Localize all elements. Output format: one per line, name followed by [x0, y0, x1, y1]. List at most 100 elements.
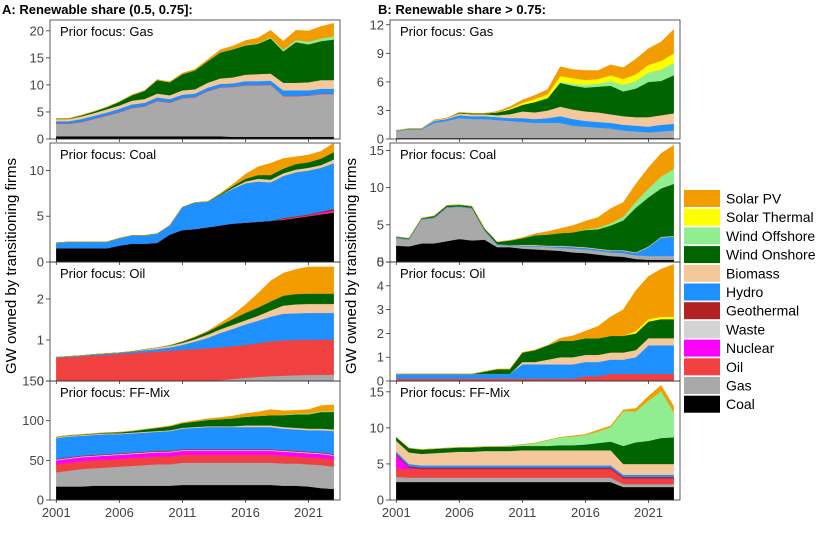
xtick-label-A-ffmix-4: 2021 [294, 505, 323, 520]
ytick-label-B-gas-3: 9 [377, 46, 384, 61]
legend-label-waste: Waste [726, 321, 765, 337]
legend-label-gas: Gas [726, 378, 752, 394]
ytick-label-B-oil-3: 3 [377, 302, 384, 317]
ytick-label-A-gas-3: 15 [30, 50, 44, 65]
legend-label-oil: Oil [726, 359, 743, 375]
panel-title-A-gas: Prior focus: Gas [60, 24, 154, 39]
column-title-b: B: Renewable share > 0.75: [378, 2, 546, 17]
ytick-label-B-oil-4: 4 [377, 278, 384, 293]
xtick-label-A-ffmix-0: 2001 [42, 505, 71, 520]
panel-A-ffmix: 0 50 100 150 2001 2006 2011 2016 2021 Prior focus… [22, 374, 341, 520]
xtick-label-A-ffmix-1: 2006 [105, 505, 134, 520]
area-B-ffmix-solar-pv [396, 385, 674, 450]
area-B-oil-solar-pv [396, 264, 674, 375]
legend-label-hydro: Hydro [726, 284, 764, 300]
xtick-label-A-ffmix-2: 2011 [168, 505, 196, 520]
ytick-label-B-oil-0: 0 [377, 374, 384, 389]
area-B-coal-solar-pv [396, 144, 674, 243]
legend-label-geothermal: Geothermal [726, 303, 799, 319]
ytick-label-A-coal-1: 5 [37, 209, 44, 224]
ytick-label-B-gas-0: 0 [377, 132, 384, 147]
area-A-ffmix-coal [56, 484, 334, 501]
area-A-coal-solar-pv [56, 142, 334, 243]
ytick-label-A-gas-4: 20 [30, 23, 44, 38]
ytick-label-A-ffmix-0: 0 [37, 493, 44, 508]
legend-label-coal: Coal [726, 396, 755, 412]
legend-label-wind-offshore: Wind Offshore [726, 228, 815, 244]
panel-A-oil: 0 1 2 Prior focus: Oil [37, 261, 341, 389]
ytick-label-A-coal-2: 10 [30, 163, 44, 178]
panel-title-A-coal: Prior focus: Coal [60, 147, 156, 162]
panel-B-gas: 0 3 6 9 12 Prior focus: Gas [370, 17, 681, 147]
ytick-label-B-coal-3: 15 [370, 143, 384, 158]
legend-swatch-wind-onshore [684, 246, 720, 264]
ytick-label-A-ffmix-1: 50 [30, 453, 44, 468]
ytick-label-A-oil-1: 1 [37, 332, 44, 347]
ytick-label-B-coal-0: 0 [377, 255, 384, 270]
legend-swatch-geothermal [684, 302, 720, 320]
xtick-label-B-ffmix-2: 2011 [508, 505, 536, 520]
ytick-label-B-oil-2: 2 [377, 326, 384, 341]
legend-label-wind-onshore: Wind Onshore [726, 247, 816, 263]
panel-frame-B-ffmix [389, 380, 681, 501]
xtick-label-A-ffmix-3: 2016 [231, 505, 260, 520]
area-A-oil-solar-pv [56, 266, 334, 358]
legend: Solar PV Solar Thermal Wind Offshore Wind O… [684, 190, 816, 413]
panel-title-B-coal: Prior focus: Coal [400, 147, 496, 162]
panel-frame-A-gas [49, 19, 341, 140]
xtick-label-B-ffmix-3: 2016 [571, 505, 600, 520]
legend-swatch-coal [684, 395, 720, 413]
ytick-label-B-ffmix-2: 10 [370, 420, 384, 435]
xtick-label-B-ffmix-1: 2006 [445, 505, 474, 520]
y-axis-label-b: GW owned by transitioning firms [343, 158, 360, 374]
area-A-gas-solar-pv [56, 22, 334, 119]
legend-swatch-solar-pv [684, 190, 720, 207]
area-B-gas-solar-pv [396, 29, 674, 131]
legend-swatch-oil [684, 358, 720, 376]
y-axis-label-a: GW owned by transitioning firms [3, 158, 20, 374]
ytick-label-B-gas-1: 3 [377, 103, 384, 118]
area-A-ffmix-solar-pv [56, 404, 334, 438]
ytick-label-B-ffmix-3: 15 [370, 384, 384, 399]
ytick-label-A-gas-1: 5 [37, 104, 44, 119]
panel-B-oil: 0 1 2 3 4 5 Prior focus: Oil [377, 255, 681, 389]
panel-A-coal: 0 5 10 Prior focus: Coal [30, 142, 341, 270]
legend-label-nuclear: Nuclear [726, 340, 775, 356]
panel-frame-B-gas [389, 19, 681, 140]
xtick-label-B-ffmix-0: 2001 [382, 505, 411, 520]
legend-swatch-nuclear [684, 339, 720, 357]
legend-swatch-solar-thermal [684, 208, 720, 226]
ytick-label-A-ffmix-3: 150 [22, 374, 44, 389]
xtick-label-B-ffmix-4: 2021 [634, 505, 663, 520]
legend-swatch-biomass [684, 264, 720, 282]
ytick-label-A-oil-0: 0 [37, 374, 44, 389]
ytick-label-A-ffmix-2: 100 [22, 413, 44, 428]
ytick-label-A-gas-0: 0 [37, 132, 44, 147]
legend-label-solar-pv: Solar PV [726, 191, 782, 207]
panel-title-B-oil: Prior focus: Oil [400, 266, 485, 281]
ytick-label-B-ffmix-1: 5 [377, 456, 384, 471]
legend-label-solar-thermal: Solar Thermal [726, 209, 814, 225]
panel-B-ffmix: 0 5 10 15 2001 2006 2011 2016 2021 Prior focus: F… [370, 380, 681, 520]
panel-title-A-oil: Prior focus: Oil [60, 266, 145, 281]
legend-swatch-gas [684, 377, 720, 394]
column-title-a: A: Renewable share (0.5, 0.75]: [2, 2, 193, 17]
panel-frame-A-ffmix [49, 380, 341, 501]
panel-title-B-gas: Prior focus: Gas [400, 24, 494, 39]
panel-A-gas: 0 5 10 15 20 Prior focus: Gas [30, 19, 341, 147]
ytick-label-A-gas-2: 10 [30, 77, 44, 92]
ytick-label-B-ffmix-0: 0 [377, 493, 384, 508]
ytick-label-B-coal-1: 5 [377, 217, 384, 232]
ytick-label-A-coal-0: 0 [37, 255, 44, 270]
ytick-label-A-oil-2: 2 [37, 291, 44, 306]
ytick-label-B-gas-2: 6 [377, 74, 384, 89]
panel-title-A-ffmix: Prior focus: FF-Mix [60, 385, 170, 400]
ytick-label-B-oil-1: 1 [377, 350, 384, 365]
panel-title-B-ffmix: Prior focus: FF-Mix [400, 385, 510, 400]
ytick-label-B-coal-2: 10 [370, 180, 384, 195]
legend-swatch-wind-offshore [684, 227, 720, 245]
ytick-label-B-oil-5: 5 [377, 255, 384, 270]
